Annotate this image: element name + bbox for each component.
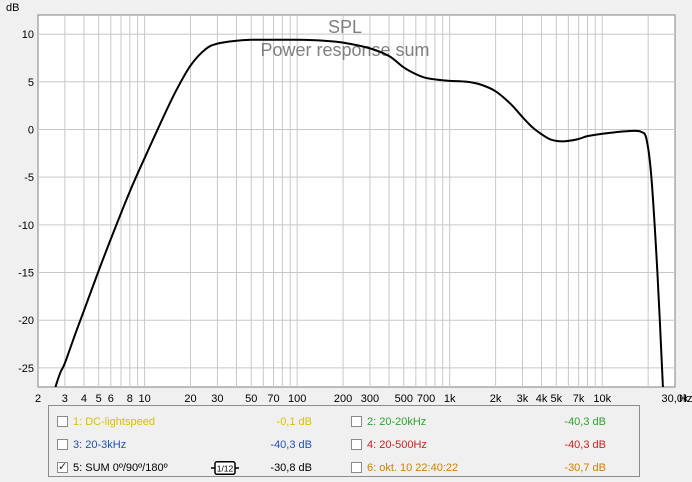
legend-item-5[interactable]: 5: SUM 0º/90º/180º 1/12 -30,8 dB <box>57 460 347 482</box>
legend-label-5: 5: SUM 0º/90º/180º <box>73 462 168 474</box>
y-tick-label: 5 <box>28 77 34 89</box>
x-tick-label: 4k <box>536 393 548 405</box>
y-tick-label: -25 <box>18 363 34 375</box>
x-tick-label: 7k <box>573 393 585 405</box>
x-tick-label: 300 <box>361 393 379 405</box>
x-tick-label: 5 <box>96 393 102 405</box>
y-tick-label: -5 <box>24 172 34 184</box>
chart-title: SPL <box>328 17 362 37</box>
x-tick-label: 100 <box>288 393 306 405</box>
legend-label-1: 1: DC-lightspeed <box>73 416 155 428</box>
x-tick-label: 10k <box>593 393 611 405</box>
legend-label-3: 3: 20-3kHz <box>73 439 127 451</box>
x-tick-label: 50 <box>245 393 257 405</box>
legend-checkbox-4[interactable] <box>351 439 362 450</box>
legend-panel: 1: DC-lightspeed -0,1 dB 2: 20-20kHz -40… <box>48 405 640 477</box>
x-tick-label: 10 <box>138 393 150 405</box>
legend-checkbox-6[interactable] <box>351 462 362 473</box>
smoothing-badge-text: 1/12 <box>217 464 234 474</box>
gridlines <box>38 15 675 387</box>
x-tick-label: 3k <box>517 393 529 405</box>
y-tick-labels: 10 5 0 -5 -10 -15 -20 -25 <box>18 29 34 375</box>
legend-label-2: 2: 20-20kHz <box>367 416 427 428</box>
x-tick-label: 1k <box>444 393 456 405</box>
legend-item-1[interactable]: 1: DC-lightspeed -0,1 dB <box>57 414 347 436</box>
y-tick-label: 0 <box>28 124 34 136</box>
x-tick-label: 2 <box>35 393 41 405</box>
x-tick-label: 500 <box>395 393 413 405</box>
x-tick-label: 6 <box>108 393 114 405</box>
legend-value-2: -40,3 dB <box>564 416 606 428</box>
legend-value-6: -30,7 dB <box>564 462 606 474</box>
y-tick-label: -20 <box>18 315 34 327</box>
x-tick-label: 30,0k <box>662 393 689 405</box>
legend-label-4: 4: 20-500Hz <box>367 439 427 451</box>
legend-checkbox-1[interactable] <box>57 416 68 427</box>
y-tick-label: 10 <box>22 29 34 41</box>
x-tick-label: 30 <box>211 393 223 405</box>
plot-area[interactable] <box>37 14 676 388</box>
legend-value-3: -40,3 dB <box>270 439 312 451</box>
x-axis-unit: Hz <box>679 393 692 405</box>
x-tick-label: 3 <box>62 393 68 405</box>
x-tick-label: 20 <box>184 393 196 405</box>
legend-checkbox-5[interactable] <box>57 460 68 474</box>
y-tick-label: -15 <box>18 268 34 280</box>
x-tick-labels: 2 3 4 5 6 8 10 20 30 50 70 100 200 300 500 700 1k 2k 3k 4k 5… <box>35 393 689 405</box>
series-layer <box>54 38 664 387</box>
series-line-1 <box>54 38 664 387</box>
legend-value-5: -30,8 dB <box>270 462 312 474</box>
x-tick-label: 4 <box>81 393 87 405</box>
x-tick-label: 8 <box>127 393 133 405</box>
legend-checkbox-2[interactable] <box>351 416 362 427</box>
legend-label-6: 6: okt. 10 22:40:22 <box>367 462 459 474</box>
x-tick-label: 5k <box>550 393 562 405</box>
legend-item-4[interactable]: 4: 20-500Hz -40,3 dB <box>351 437 636 459</box>
smoothing-badge[interactable]: 1/12 <box>211 461 239 475</box>
x-tick-label: 2k <box>490 393 502 405</box>
legend-checkbox-3[interactable] <box>57 439 68 450</box>
x-tick-label: 200 <box>334 393 352 405</box>
legend-value-4: -40,3 dB <box>564 439 606 451</box>
legend-value-1: -0,1 dB <box>276 416 312 428</box>
y-axis-unit: dB <box>6 2 19 14</box>
legend-item-2[interactable]: 2: 20-20kHz -40,3 dB <box>351 414 636 436</box>
x-tick-label: 700 <box>417 393 435 405</box>
y-tick-label: -10 <box>18 220 34 232</box>
x-tick-label: 70 <box>267 393 279 405</box>
legend-item-3[interactable]: 3: 20-3kHz -40,3 dB <box>57 437 347 459</box>
legend-item-6[interactable]: 6: okt. 10 22:40:22 -30,7 dB <box>351 460 636 482</box>
